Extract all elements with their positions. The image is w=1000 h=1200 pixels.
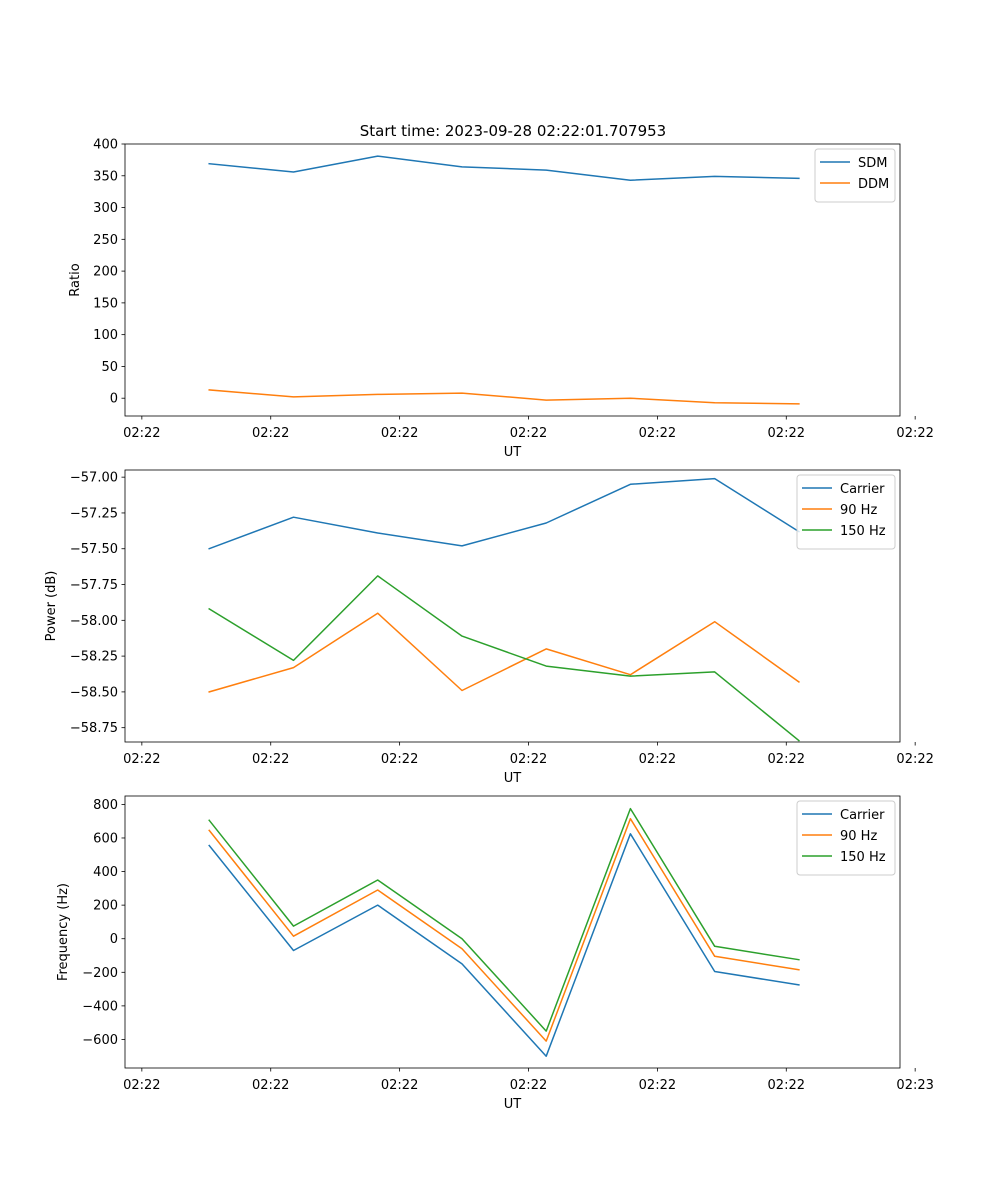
legend-label: 150 Hz xyxy=(840,850,886,865)
series-line-90-hz xyxy=(208,817,800,1042)
x-tick-label: 02:22 xyxy=(123,752,160,767)
x-tick-label: 02:22 xyxy=(123,426,160,441)
legend: Carrier 90 Hz 150 Hz xyxy=(796,800,896,876)
y-tick-label: −58.00 xyxy=(70,614,118,629)
x-tick-label: 02:22 xyxy=(510,426,547,441)
series-line-150-hz xyxy=(208,807,800,1032)
legend-label: Carrier xyxy=(840,808,885,823)
legend-label: 90 Hz xyxy=(840,829,877,844)
y-tick-label: 300 xyxy=(93,201,118,216)
y-tick-label: −200 xyxy=(82,966,118,981)
panel-1: 0 50 100 150 200 250 300 350 400 02:22 02:22 02:22 0… xyxy=(68,138,934,461)
y-tick-label: −57.75 xyxy=(70,578,118,593)
x-tick-label: 02:22 xyxy=(252,1078,289,1093)
y-axis-label: Ratio xyxy=(68,263,83,296)
x-tick-label: 02:23 xyxy=(896,1078,933,1093)
y-tick-label: 150 xyxy=(93,296,118,311)
y-tick-label: 100 xyxy=(93,328,118,343)
legend: Carrier 90 Hz 150 Hz xyxy=(796,474,896,550)
x-tick-label: 02:22 xyxy=(381,426,418,441)
axes-frame xyxy=(124,143,901,417)
legend: SDM DDM xyxy=(814,148,896,203)
y-tick-label: 400 xyxy=(93,865,118,880)
x-tick-label: 02:22 xyxy=(896,426,933,441)
series-line-150-hz xyxy=(208,575,800,742)
y-axis-label: Frequency (Hz) xyxy=(56,883,71,981)
x-axis-label: UT xyxy=(504,771,522,786)
x-tick-label: 02:22 xyxy=(896,752,933,767)
y-tick-label: −57.50 xyxy=(70,542,118,557)
legend-label: 150 Hz xyxy=(840,524,886,539)
x-axis-label: UT xyxy=(504,445,522,460)
y-tick-label: −600 xyxy=(82,1033,118,1048)
x-tick-label: 02:22 xyxy=(510,752,547,767)
x-tick-label: 02:22 xyxy=(639,1078,676,1093)
y-tick-label: 800 xyxy=(93,798,118,813)
series-line-ddm xyxy=(208,389,800,405)
y-tick-label: 0 xyxy=(110,932,118,947)
y-tick-label: 350 xyxy=(93,169,118,184)
series-line-carrier xyxy=(208,477,800,550)
y-tick-label: −400 xyxy=(82,999,118,1014)
x-tick-label: 02:22 xyxy=(510,1078,547,1093)
panel-2: −57.00 −57.25 −57.50 −57.75 −58.00 −58.25 −58.… xyxy=(44,469,934,786)
y-tick-label: 400 xyxy=(93,138,118,153)
legend-label: Carrier xyxy=(840,482,885,497)
chart-title: Start time: 2023-09-28 02:22:01.707953 xyxy=(360,122,666,140)
y-tick-label: 200 xyxy=(93,899,118,914)
x-tick-label: 02:22 xyxy=(768,1078,805,1093)
y-tick-label: −58.50 xyxy=(70,685,118,700)
axes-frame xyxy=(124,795,901,1069)
series-line-90-hz xyxy=(208,612,800,693)
x-tick-label: 02:22 xyxy=(381,752,418,767)
y-tick-label: −57.00 xyxy=(70,471,118,486)
panel-3: 800 600 400 200 0 −200 −400 −600 02:22 02:22 02:22… xyxy=(56,795,934,1112)
y-tick-label: 200 xyxy=(93,265,118,280)
legend-label: SDM xyxy=(858,156,887,171)
y-tick-label: 250 xyxy=(93,233,118,248)
series-line-carrier xyxy=(208,833,800,1057)
y-tick-label: −58.75 xyxy=(70,721,118,736)
x-tick-label: 02:22 xyxy=(768,426,805,441)
y-tick-label: −57.25 xyxy=(70,506,118,521)
x-tick-label: 02:22 xyxy=(252,752,289,767)
y-tick-label: −58.25 xyxy=(70,650,118,665)
x-tick-label: 02:22 xyxy=(381,1078,418,1093)
y-tick-label: 600 xyxy=(93,831,118,846)
y-axis-label: Power (dB) xyxy=(44,571,59,642)
x-tick-label: 02:22 xyxy=(252,426,289,441)
y-tick-label: 50 xyxy=(101,360,118,375)
x-axis-label: UT xyxy=(504,1097,522,1112)
legend-label: 90 Hz xyxy=(840,503,877,518)
x-tick-label: 02:22 xyxy=(639,752,676,767)
legend-label: DDM xyxy=(858,177,889,192)
series-line-sdm xyxy=(208,155,800,181)
x-tick-label: 02:22 xyxy=(768,752,805,767)
x-tick-label: 02:22 xyxy=(639,426,676,441)
axes-frame xyxy=(124,469,901,743)
x-tick-label: 02:22 xyxy=(123,1078,160,1093)
y-tick-label: 0 xyxy=(110,392,118,407)
